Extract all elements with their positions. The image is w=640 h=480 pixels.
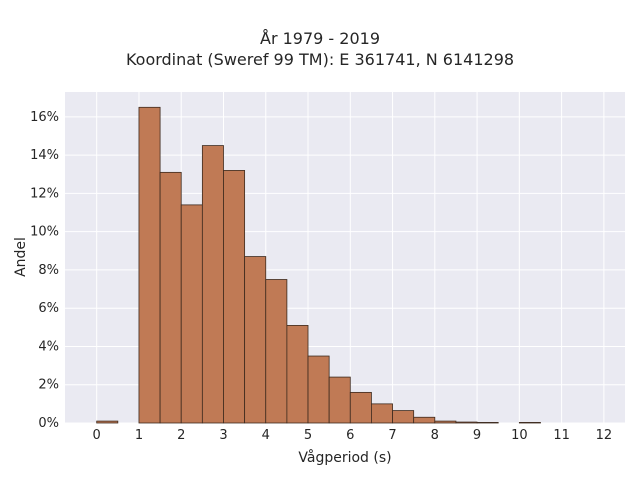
- histogram-bar: [286, 325, 309, 424]
- chart-title: År 1979 - 2019: [260, 29, 380, 48]
- y-tick-label: 4%: [38, 339, 59, 354]
- histogram-bar: [265, 279, 288, 424]
- y-tick-label: 2%: [38, 378, 59, 393]
- x-tick-label: 1: [135, 428, 143, 443]
- x-tick-label: 4: [262, 428, 270, 443]
- histogram-bar: [349, 391, 372, 424]
- histogram-bar: [328, 376, 351, 424]
- histogram-bar: [201, 145, 224, 424]
- histogram-bar: [159, 171, 182, 424]
- x-tick-label: 8: [431, 428, 439, 443]
- histogram-bar: [244, 256, 267, 424]
- x-axis-ticks: 0 1 2 3 4 5 6 7 8 9 10 11 12: [93, 428, 613, 443]
- histogram-bar: [180, 204, 203, 424]
- histogram-bar: [392, 410, 415, 424]
- chart-subtitle: Koordinat (Sweref 99 TM): E 361741, N 61…: [125, 50, 515, 69]
- y-tick-label: 10%: [30, 225, 59, 240]
- y-tick-label: 12%: [30, 186, 59, 201]
- x-tick-label: 12: [596, 428, 613, 443]
- x-axis-label: Vågperiod (s): [298, 449, 391, 466]
- y-tick-label: 6%: [38, 301, 59, 316]
- x-tick-label: 10: [511, 428, 528, 443]
- histogram-bar: [455, 421, 478, 424]
- x-tick-label: 3: [219, 428, 227, 443]
- histogram-bar: [476, 422, 499, 424]
- x-tick-label: 2: [177, 428, 185, 443]
- y-axis-label: Andel: [13, 237, 29, 277]
- bars: [96, 106, 541, 424]
- x-tick-label: 6: [346, 428, 354, 443]
- y-tick-label: 16%: [30, 110, 59, 125]
- x-tick-label: 9: [473, 428, 481, 443]
- histogram-bar: [434, 420, 457, 424]
- x-tick-label: 0: [93, 428, 101, 443]
- histogram-bar: [223, 170, 246, 424]
- y-tick-label: 8%: [38, 263, 59, 278]
- histogram-bar: [96, 420, 119, 424]
- x-tick-label: 7: [388, 428, 396, 443]
- histogram-bar: [413, 416, 436, 424]
- y-axis-ticks: 0% 2% 4% 6% 8% 10% 12% 14% 16%: [30, 110, 59, 431]
- x-tick-label: 11: [553, 428, 570, 443]
- histogram-bar: [307, 355, 330, 424]
- y-tick-label: 0%: [38, 416, 59, 431]
- y-tick-label: 14%: [30, 148, 59, 163]
- histogram-bar: [371, 403, 393, 424]
- histogram-bar: [138, 106, 161, 424]
- x-tick-label: 5: [304, 428, 312, 443]
- histogram-bar: [518, 422, 541, 424]
